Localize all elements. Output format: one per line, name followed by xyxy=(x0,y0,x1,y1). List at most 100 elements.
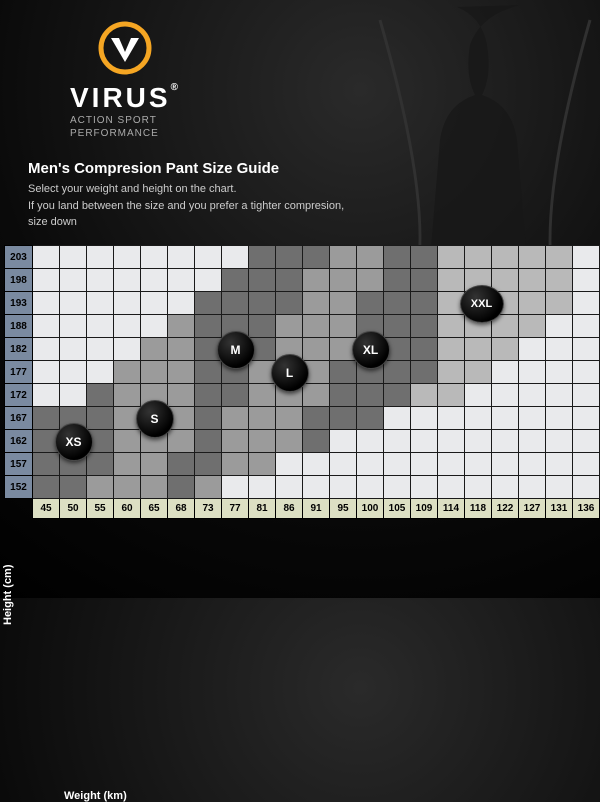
size-cell xyxy=(276,246,303,269)
weight-label: 114 xyxy=(438,499,465,519)
size-cell xyxy=(357,246,384,269)
size-cell xyxy=(60,292,87,315)
size-cell xyxy=(303,407,330,430)
size-cell xyxy=(384,292,411,315)
size-cell xyxy=(195,407,222,430)
size-cell xyxy=(465,246,492,269)
size-cell xyxy=(519,338,546,361)
size-cell xyxy=(438,476,465,499)
size-cell xyxy=(573,246,600,269)
size-badge-m: M xyxy=(217,331,255,369)
size-cell xyxy=(465,384,492,407)
size-cell xyxy=(492,384,519,407)
size-cell xyxy=(33,246,60,269)
size-cell xyxy=(384,407,411,430)
size-cell xyxy=(411,292,438,315)
size-cell xyxy=(573,453,600,476)
size-cell xyxy=(465,338,492,361)
size-cell xyxy=(60,246,87,269)
size-cell xyxy=(546,407,573,430)
size-cell xyxy=(438,430,465,453)
size-cell xyxy=(438,269,465,292)
size-cell xyxy=(573,315,600,338)
size-cell xyxy=(357,407,384,430)
size-cell xyxy=(519,292,546,315)
size-cell xyxy=(195,361,222,384)
size-cell xyxy=(249,476,276,499)
size-cell xyxy=(330,315,357,338)
size-cell xyxy=(519,407,546,430)
size-cell xyxy=(384,269,411,292)
size-cell xyxy=(60,384,87,407)
weight-label: 91 xyxy=(303,499,330,519)
size-cell xyxy=(87,338,114,361)
height-label: 182 xyxy=(5,338,33,361)
size-cell xyxy=(168,315,195,338)
size-cell xyxy=(114,361,141,384)
size-cell xyxy=(195,384,222,407)
size-cell xyxy=(168,246,195,269)
weight-label: 105 xyxy=(384,499,411,519)
virus-logo-icon xyxy=(97,20,153,76)
weight-label: 68 xyxy=(168,499,195,519)
size-cell xyxy=(411,338,438,361)
size-cell xyxy=(33,338,60,361)
size-cell xyxy=(141,338,168,361)
size-cell xyxy=(114,430,141,453)
size-cell xyxy=(546,246,573,269)
height-label: 157 xyxy=(5,453,33,476)
size-badge-l: L xyxy=(271,354,309,392)
height-label: 152 xyxy=(5,476,33,499)
size-cell xyxy=(330,361,357,384)
size-cell xyxy=(492,407,519,430)
size-cell xyxy=(87,292,114,315)
size-cell xyxy=(33,361,60,384)
size-cell xyxy=(573,384,600,407)
size-cell xyxy=(222,292,249,315)
size-cell xyxy=(411,430,438,453)
size-cell xyxy=(249,384,276,407)
weight-label: 65 xyxy=(141,499,168,519)
size-cell xyxy=(384,384,411,407)
height-label: 188 xyxy=(5,315,33,338)
size-cell xyxy=(303,246,330,269)
size-cell xyxy=(546,361,573,384)
guide-title: Men's Compresion Pant Size Guide xyxy=(28,160,344,177)
weight-label: 81 xyxy=(249,499,276,519)
tagline-line1: ACTION SPORT xyxy=(70,115,157,126)
size-cell xyxy=(330,453,357,476)
size-cell xyxy=(438,407,465,430)
size-cell xyxy=(546,384,573,407)
size-cell xyxy=(87,246,114,269)
size-cell xyxy=(222,384,249,407)
size-cell xyxy=(33,453,60,476)
size-cell xyxy=(303,292,330,315)
size-cell xyxy=(303,384,330,407)
registered-mark: ® xyxy=(171,82,181,93)
size-cell xyxy=(330,476,357,499)
size-cell xyxy=(276,315,303,338)
size-cell xyxy=(492,430,519,453)
size-cell xyxy=(303,269,330,292)
size-cell xyxy=(33,476,60,499)
size-cell xyxy=(465,407,492,430)
size-cell xyxy=(195,269,222,292)
size-cell xyxy=(114,453,141,476)
size-cell xyxy=(141,292,168,315)
brand-name: VIRUS xyxy=(70,82,171,113)
size-cell xyxy=(141,246,168,269)
size-badge-s: S xyxy=(136,400,174,438)
size-cell xyxy=(249,269,276,292)
height-label: 177 xyxy=(5,361,33,384)
weight-label: 55 xyxy=(87,499,114,519)
size-cell xyxy=(546,315,573,338)
size-cell xyxy=(195,246,222,269)
size-cell xyxy=(411,315,438,338)
size-badge-xxl: XXL xyxy=(460,285,504,323)
size-cell xyxy=(465,361,492,384)
size-cell xyxy=(33,292,60,315)
size-cell xyxy=(357,269,384,292)
weight-label: 131 xyxy=(546,499,573,519)
size-cell xyxy=(222,476,249,499)
height-label: 162 xyxy=(5,430,33,453)
